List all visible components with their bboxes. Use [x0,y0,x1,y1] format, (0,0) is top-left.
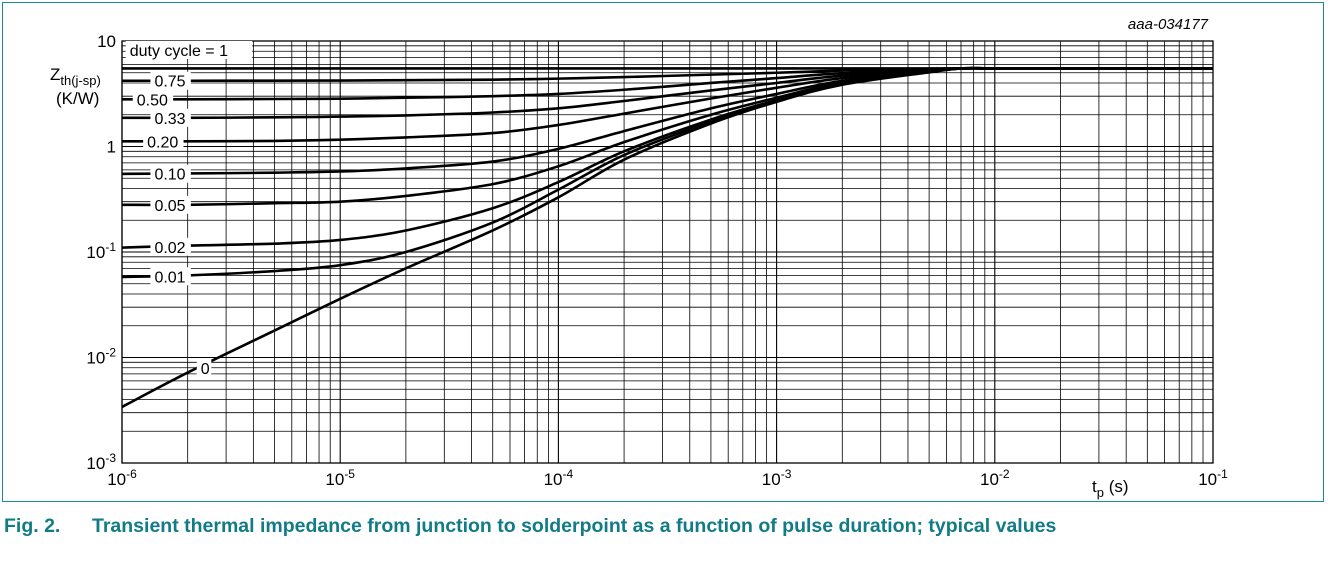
series-label-text: 0.33 [154,111,185,128]
x-tick-label: 10-4 [544,467,574,489]
figure-caption: Fig. 2. Transient thermal impedance from … [4,515,1324,538]
series-label-text: 0.02 [154,240,185,257]
series-label: 0.01 [150,267,191,286]
x-tick-label: 10-1 [1198,467,1228,489]
y-tick-label: 10-1 [86,240,116,262]
series-label: 0.10 [150,164,191,184]
x-tick-labels: 10-6 10-5 10-4 10-3 10-2 10-1 [107,467,1228,489]
series-label-text: 0.05 [154,198,185,215]
series-label: 0.05 [150,195,191,215]
series-label-text: 0.20 [147,134,178,151]
series-label: 0.33 [150,108,191,128]
series-label-background [150,108,191,127]
y-axis-label: Zth(j-sp) [50,65,101,88]
series-label-background [132,90,174,109]
series-label-text: 0.01 [154,269,185,286]
plot-area-border [121,40,1214,464]
series-line [121,66,1213,176]
series-label-background [150,164,191,183]
series-line [121,66,1213,143]
x-tick-label: 10-3 [762,467,792,489]
figure-number: Fig. 2. [4,515,61,537]
series-label-text: 0 [201,361,210,378]
y-axis-unit: (K/W) [56,89,99,108]
y-tick-label: 10-2 [86,346,116,368]
grid-lines [121,41,1213,464]
series-label-background [150,195,191,214]
series-label: duty cycle = 1 [125,41,253,60]
series-line [121,66,1213,409]
x-tick-label: 10-6 [107,467,137,489]
series-label-text: 0.75 [154,74,185,91]
series-label: 0.75 [150,71,191,91]
series-label-text: 0.10 [154,167,185,184]
series-label-text: 0.50 [137,92,168,109]
y-tick-label: 1 [107,138,116,157]
series-label: 0 [196,359,212,378]
series-lines [121,66,1213,409]
x-tick-label: 10-2 [980,467,1010,489]
series-label-background [143,132,184,151]
series-label: 0.20 [143,132,184,151]
figure-frame [2,2,1324,502]
figure-code: aaa-034177 [1128,16,1209,33]
figure-caption-text: Transient thermal impedance from junctio… [92,515,1057,537]
series-label-background [150,71,191,90]
series-line [121,67,1213,83]
x-tick-label: 10-5 [325,467,355,489]
series-label-background [150,267,191,286]
series-labels: duty cycle = 1 0.750.50 0.33 0.20 0.10 0.05 0.… [125,41,253,378]
series-label-text: duty cycle = 1 [130,43,228,60]
series-label-background [125,41,253,59]
y-tick-label: 10 [97,32,116,51]
series-label: 0.50 [132,90,174,109]
thermal-impedance-chart: duty cycle = 1 0.750.50 0.33 0.20 0.10 0.05 0.… [50,16,1228,500]
series-label: 0.02 [150,237,191,257]
y-tick-label: 10-3 [86,451,116,473]
series-label-background [150,237,191,256]
y-tick-labels: 10 1 10-1 10-2 10-3 [86,32,116,473]
x-axis-label: tp (s) [1092,477,1129,500]
series-label-background [196,359,212,378]
